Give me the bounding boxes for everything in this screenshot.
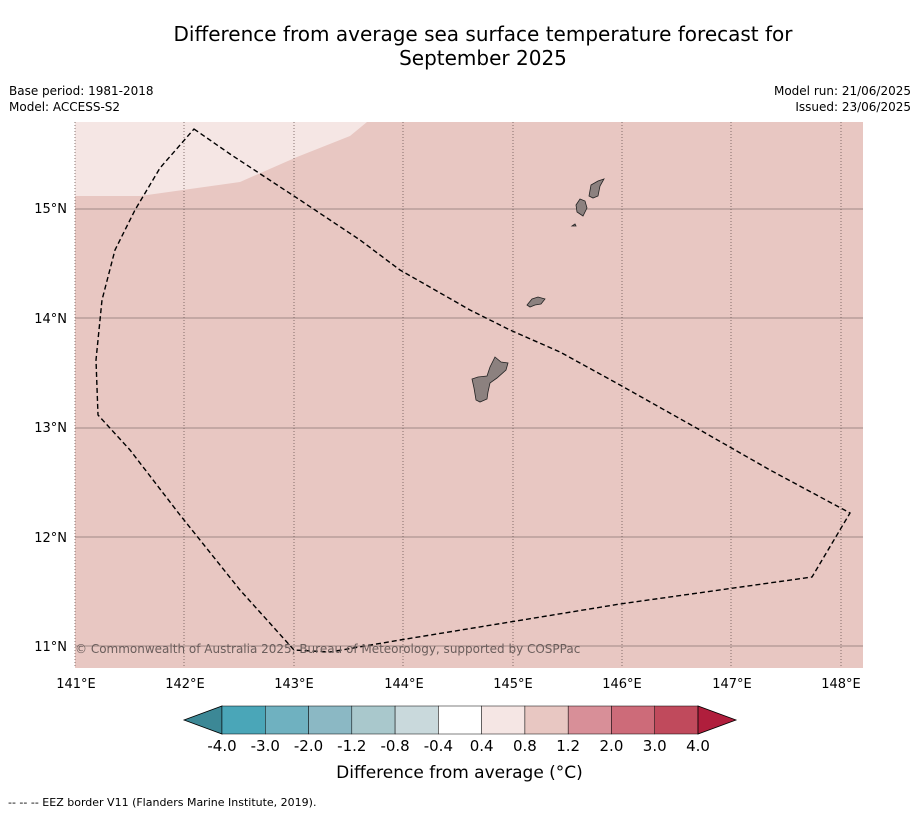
colorbar-tick-label: -1.2 (337, 737, 366, 755)
colorbar-tick-label: -2.0 (294, 737, 323, 755)
longitude-grid (74, 122, 842, 668)
colorbar-title: Difference from average (°C) (336, 763, 583, 783)
colorbar-tick-label: 4.0 (686, 737, 710, 755)
model-run-text: Model run: 21/06/2025 (773, 84, 911, 98)
colorbar-tick-label: -0.4 (424, 737, 453, 755)
lon-label-147e: 147°E (712, 677, 752, 692)
title-line-2: September 2025 (399, 46, 567, 70)
colorbar-tick-label: 2.0 (600, 737, 624, 755)
colorbar-tick-label: 1.2 (556, 737, 580, 755)
guam-island (471, 356, 509, 403)
model-text: Model: ACCESS-S2 (9, 100, 121, 114)
colorbar-swatch (265, 705, 309, 735)
colorbar-tick-label: 0.8 (513, 737, 537, 755)
colorbar-swatch (524, 705, 569, 735)
lon-label-144e: 144°E (384, 677, 424, 692)
lat-label-15n: 15°N (34, 202, 67, 217)
colorbar-swatch (567, 705, 612, 735)
lat-label-14n: 14°N (34, 312, 67, 327)
colorbar-swatch (611, 705, 655, 735)
islands (471, 178, 605, 403)
lat-label-12n: 12°N (34, 531, 67, 546)
aguijan-islet (570, 223, 577, 227)
colorbar-over-arrow (697, 705, 738, 735)
rota-island (526, 296, 546, 308)
colorbar-tick-label: -3.0 (251, 737, 280, 755)
lon-label-143e: 143°E (274, 677, 314, 692)
latitude-grid (75, 208, 863, 647)
lat-label-11n: 11°N (34, 640, 67, 655)
chart-title: Difference from average sea surface temp… (0, 22, 919, 70)
colorbar-swatch (221, 705, 266, 735)
colorbar-swatch (654, 705, 699, 735)
colorbar-swatch (351, 705, 396, 735)
colorbar-tick-label: 0.4 (470, 737, 494, 755)
lon-label-141e: 141°E (56, 677, 96, 692)
eez-border (95, 128, 851, 653)
colorbar-under-arrow (182, 705, 223, 735)
base-period-text: Base period: 1981-2018 (9, 84, 154, 98)
colorbar-tick-label: -0.8 (380, 737, 409, 755)
anomaly-fill-main (75, 122, 863, 668)
issued-text: Issued: 23/06/2025 (795, 100, 911, 114)
lon-label-146e: 146°E (602, 677, 642, 692)
colorbar (182, 705, 738, 735)
colorbar-swatch (394, 705, 439, 735)
copyright-text: © Commonwealth of Australia 2025, Bureau… (75, 642, 580, 656)
title-line-1: Difference from average sea surface temp… (173, 22, 793, 46)
colorbar-swatch (438, 705, 482, 735)
colorbar-tick-labels: -4.0 -3.0 -2.0 -1.2 -0.8 -0.4 0.4 0.8 1.2 2.0 3.0 4… (207, 737, 710, 755)
colorbar-tick-label: 3.0 (643, 737, 667, 755)
colorbar-swatch (308, 705, 353, 735)
lon-label-148e: 148°E (821, 677, 861, 692)
colorbar-swatch (481, 705, 526, 735)
eez-footer-note: -- -- -- EEZ border V11 (Flanders Marine… (8, 796, 317, 809)
lon-label-142e: 142°E (165, 677, 205, 692)
colorbar-tick-label: -4.0 (207, 737, 236, 755)
lat-label-13n: 13°N (34, 421, 67, 436)
meta-left: Base period: 1981-2018 Model: ACCESS-S2 (9, 83, 154, 115)
saipan-island (588, 178, 605, 199)
tinian-island (575, 198, 588, 217)
lon-label-145e: 145°E (493, 677, 533, 692)
meta-right: Model run: 21/06/2025 Issued: 23/06/2025 (774, 83, 911, 115)
